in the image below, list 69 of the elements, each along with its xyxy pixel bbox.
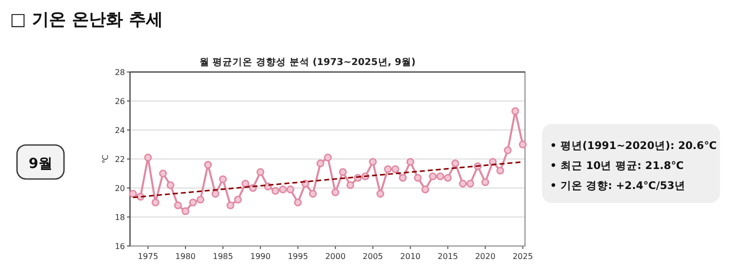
point (466, 180, 474, 188)
point (196, 196, 204, 204)
y-tick-label: 20 (114, 184, 125, 193)
text: □ 기온 온난화 추세 (10, 10, 163, 30)
point (511, 107, 520, 116)
x-tick-label: 2005 (362, 252, 384, 261)
y-tick-label: 24 (114, 126, 125, 135)
point (316, 159, 324, 168)
y-tick-label: 22 (114, 155, 125, 164)
point (338, 168, 347, 176)
point (481, 178, 490, 186)
y-tick-label: 26 (114, 97, 125, 106)
point (159, 170, 167, 178)
y-tick-label: 16 (114, 242, 125, 251)
text: 9월 (28, 156, 52, 172)
point (144, 154, 152, 162)
point (346, 181, 354, 189)
point (234, 196, 242, 204)
point (324, 154, 332, 162)
point (421, 186, 430, 194)
point (368, 158, 377, 166)
text: • 평년(1991~2020년): 20.6℃ (550, 140, 717, 152)
point (391, 165, 400, 174)
point (279, 186, 287, 194)
y-axis-title: ℃ (101, 154, 110, 164)
x-tick-label: 1985 (212, 252, 234, 261)
chart-title: 월 평균기온 경향성 분석 (1973~2025년, 9월) (199, 57, 416, 68)
point (451, 159, 460, 168)
y-tick-label: 18 (114, 213, 125, 222)
point (504, 146, 512, 154)
point (166, 181, 174, 189)
point (398, 174, 407, 182)
point (376, 190, 384, 198)
x-tick-label: 2025 (512, 252, 533, 261)
point (308, 190, 317, 198)
x-tick-label: 1995 (288, 252, 308, 261)
point (272, 187, 280, 195)
y-tick-label: 28 (114, 68, 125, 77)
point (129, 190, 137, 198)
x-tick-label: 1975 (138, 252, 158, 261)
x-tick-label: 2015 (438, 252, 458, 261)
point (189, 198, 197, 206)
x-tick-label: 2000 (325, 252, 346, 261)
point (444, 174, 452, 182)
point (384, 165, 392, 174)
x-tick-label: 2010 (400, 252, 420, 261)
x-tick-label: 1980 (175, 252, 196, 261)
point (212, 190, 220, 198)
point (286, 186, 294, 194)
point (331, 188, 340, 196)
point (428, 172, 437, 180)
point (226, 202, 234, 210)
point (204, 160, 212, 169)
point (458, 180, 467, 188)
x-tick-label: 2020 (475, 252, 496, 261)
text: • 기온 경향: +2.4℃/53년 (550, 180, 686, 192)
point (436, 172, 444, 180)
point (174, 202, 182, 210)
x-tick-label: 1990 (250, 252, 271, 261)
point (256, 168, 264, 176)
point (219, 175, 227, 184)
text: • 최근 10년 평균: 21.8℃ (550, 160, 684, 172)
point (414, 174, 422, 182)
point (182, 207, 190, 216)
point (294, 198, 302, 206)
point (406, 158, 414, 166)
point (496, 166, 504, 174)
point (152, 198, 160, 206)
point (518, 140, 527, 148)
